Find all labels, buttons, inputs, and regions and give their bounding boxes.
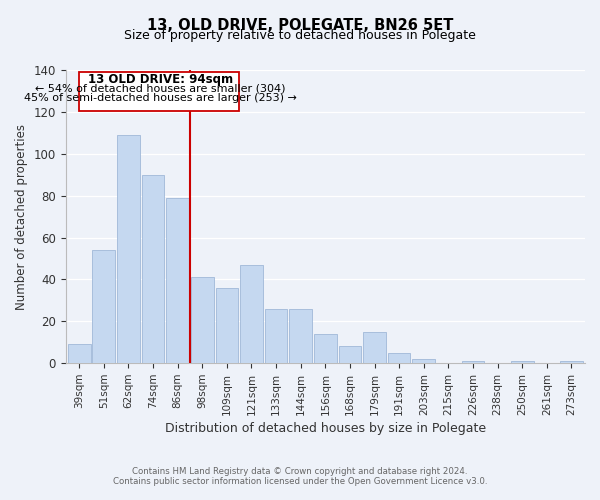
Bar — [117, 135, 140, 363]
Bar — [363, 332, 386, 363]
Text: 13, OLD DRIVE, POLEGATE, BN26 5ET: 13, OLD DRIVE, POLEGATE, BN26 5ET — [147, 18, 453, 32]
Bar — [511, 361, 533, 363]
Bar — [68, 344, 91, 363]
Bar — [215, 288, 238, 363]
Bar — [92, 250, 115, 363]
Bar — [461, 361, 484, 363]
X-axis label: Distribution of detached houses by size in Polegate: Distribution of detached houses by size … — [165, 422, 486, 435]
Bar — [191, 278, 214, 363]
Bar — [265, 309, 287, 363]
Text: 13 OLD DRIVE: 94sqm: 13 OLD DRIVE: 94sqm — [88, 73, 233, 86]
Bar — [388, 352, 410, 363]
Text: Contains public sector information licensed under the Open Government Licence v3: Contains public sector information licen… — [113, 477, 487, 486]
FancyBboxPatch shape — [79, 72, 239, 111]
Text: Size of property relative to detached houses in Polegate: Size of property relative to detached ho… — [124, 29, 476, 42]
Text: Contains HM Land Registry data © Crown copyright and database right 2024.: Contains HM Land Registry data © Crown c… — [132, 467, 468, 476]
Bar — [289, 309, 312, 363]
Bar — [560, 361, 583, 363]
Bar — [142, 174, 164, 363]
Y-axis label: Number of detached properties: Number of detached properties — [15, 124, 28, 310]
Bar — [166, 198, 189, 363]
Bar — [314, 334, 337, 363]
Bar — [412, 359, 435, 363]
Text: ← 54% of detached houses are smaller (304): ← 54% of detached houses are smaller (30… — [35, 84, 286, 94]
Bar — [240, 265, 263, 363]
Bar — [338, 346, 361, 363]
Text: 45% of semi-detached houses are larger (253) →: 45% of semi-detached houses are larger (… — [24, 93, 297, 103]
